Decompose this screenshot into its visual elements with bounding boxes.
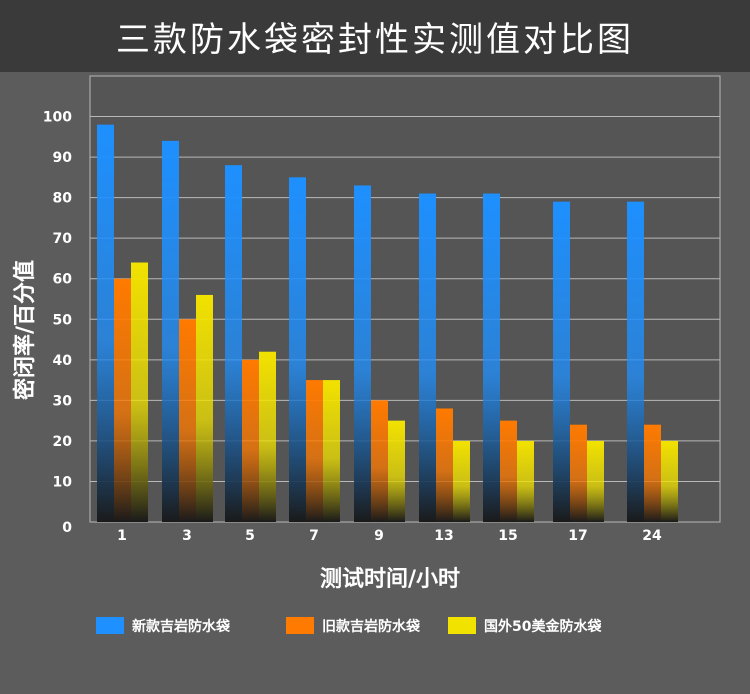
bar-new-3 <box>162 140 179 522</box>
y-axis-ticks: 0 10 20 30 40 50 60 70 80 90 100 <box>43 110 72 536</box>
bar-old-7 <box>306 380 323 522</box>
bar-old-5 <box>242 359 259 522</box>
y-tick-label: 50 <box>53 312 73 328</box>
bar-foreign-1 <box>131 262 148 522</box>
y-tick-label: 100 <box>43 110 72 126</box>
y-tick-label: 30 <box>53 393 73 409</box>
bar-new-24 <box>627 201 644 522</box>
x-tick-label: 17 <box>568 528 587 544</box>
chart-title: 三款防水袋密封性实测值对比图 <box>116 19 634 60</box>
y-tick-label: 0 <box>62 520 72 536</box>
bar-new-17 <box>553 201 570 522</box>
x-tick-label: 7 <box>309 528 319 544</box>
y-tick-label: 80 <box>53 191 73 207</box>
bar-old-13 <box>436 408 453 522</box>
x-axis-ticks: 1 3 5 7 9 13 15 17 24 <box>117 528 662 544</box>
legend-label: 国外50美金防水袋 <box>484 618 602 635</box>
legend-label: 新款吉岩防水袋 <box>132 618 231 635</box>
bar-foreign-5 <box>259 351 276 522</box>
y-tick-label: 60 <box>53 272 73 288</box>
bar-foreign-9 <box>388 420 405 522</box>
x-tick-label: 1 <box>117 528 127 544</box>
bars <box>97 124 678 523</box>
legend-label: 旧款吉岩防水袋 <box>322 618 421 635</box>
y-tick-label: 70 <box>53 231 73 247</box>
bar-old-1 <box>114 278 131 522</box>
y-tick-label: 10 <box>53 474 73 490</box>
bar-old-3 <box>179 319 196 522</box>
x-tick-label: 13 <box>434 528 453 544</box>
title-bar: 三款防水袋密封性实测值对比图 <box>0 0 750 72</box>
legend-swatch <box>286 617 314 634</box>
y-tick-label: 90 <box>53 150 73 166</box>
bar-foreign-13 <box>453 440 470 522</box>
bar-new-13 <box>419 193 436 522</box>
bar-new-7 <box>289 177 306 522</box>
legend: 新款吉岩防水袋 旧款吉岩防水袋 国外50美金防水袋 <box>96 617 602 635</box>
bar-foreign-17 <box>587 440 604 522</box>
y-tick-label: 40 <box>53 353 73 369</box>
x-tick-label: 15 <box>498 528 517 544</box>
x-tick-label: 5 <box>245 528 255 544</box>
bar-new-15 <box>483 193 500 522</box>
bar-old-15 <box>500 420 517 522</box>
legend-swatch <box>96 617 124 634</box>
bar-foreign-7 <box>323 380 340 522</box>
x-tick-label: 9 <box>374 528 384 544</box>
bar-old-9 <box>371 400 388 522</box>
bar-new-1 <box>97 124 114 523</box>
x-axis-title: 测试时间/小时 <box>320 567 460 592</box>
bar-old-24 <box>644 424 661 522</box>
bar-foreign-3 <box>196 294 213 522</box>
bar-old-17 <box>570 424 587 522</box>
bar-foreign-15 <box>517 440 534 522</box>
y-tick-label: 20 <box>53 434 73 450</box>
bar-new-9 <box>354 185 371 523</box>
bar-new-5 <box>225 165 242 522</box>
bar-foreign-24 <box>661 440 678 522</box>
legend-swatch <box>448 617 476 634</box>
y-axis-title: 密闭率/百分值 <box>12 260 38 400</box>
x-tick-label: 24 <box>642 528 662 544</box>
x-tick-label: 3 <box>182 528 192 544</box>
